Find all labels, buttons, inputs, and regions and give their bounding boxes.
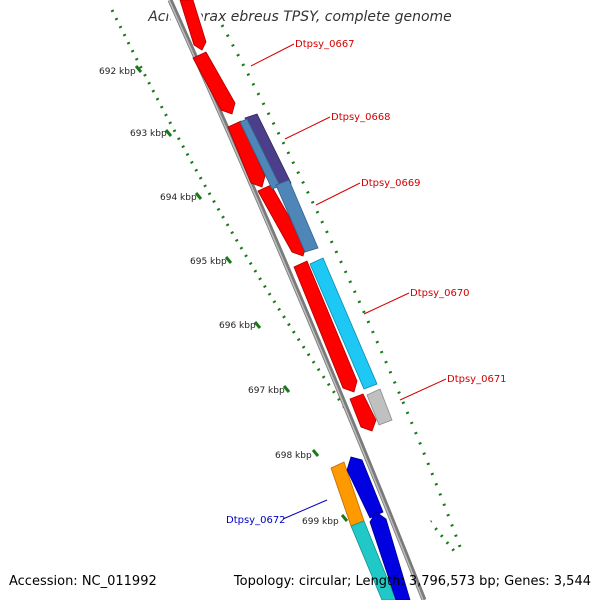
scale-label-698: 698 kbp: [275, 451, 312, 461]
genome-summary-text: Topology: circular; Length: 3,796,573 bp…: [233, 574, 591, 589]
gene-label-dtpsy-0667[interactable]: Dtpsy_0667: [295, 39, 355, 50]
gene-label-dtpsy-0672[interactable]: Dtpsy_0672: [226, 515, 286, 526]
scale-ticks: [134, 65, 349, 522]
gene-arrow-dtpsy-0667: [192, 51, 236, 115]
second-track-genes: [239, 113, 411, 600]
scale-label-695: 695 kbp: [190, 257, 227, 267]
genome-backbone: [167, 0, 427, 600]
outer-scale-track: [110, 9, 457, 553]
gene-label-dtpsy-0669[interactable]: Dtpsy_0669: [361, 178, 421, 189]
scale-label-694: 694 kbp: [160, 193, 197, 203]
gene-arrow-dtpsy-0666: [179, 0, 207, 51]
scale-label-697: 697 kbp: [248, 386, 285, 396]
accession-text: Accession: NC_011992: [9, 574, 157, 589]
scale-label-692: 692 kbp: [99, 67, 136, 77]
gene-block-steelblue-2: [275, 179, 319, 253]
gene-labels: Dtpsy_0667 Dtpsy_0668 Dtpsy_0669 Dtpsy_0…: [226, 39, 507, 526]
gene-label-dtpsy-0671[interactable]: Dtpsy_0671: [447, 374, 507, 385]
gene-arrow-navy-1: [346, 456, 384, 519]
forward-strand-genes: [179, 0, 397, 600]
gene-arrow-dtpsy-0671: [349, 393, 377, 432]
gene-arrow-navy-2: [369, 511, 411, 600]
gene-arrow-dtpsy-0668: [227, 120, 266, 188]
scale-labels: 692 kbp 693 kbp 694 kbp 695 kbp 696 kbp …: [99, 67, 339, 527]
scale-label-693: 693 kbp: [130, 129, 167, 139]
map-title: Acidovorax ebreus TPSY, complete genome: [148, 9, 452, 25]
scale-label-696: 696 kbp: [219, 321, 256, 331]
label-leaders: [250, 43, 447, 520]
gene-label-dtpsy-0668[interactable]: Dtpsy_0668: [331, 112, 391, 123]
gene-arrow-dtpsy-0670: [293, 260, 358, 393]
gene-arrow-teal: [350, 520, 397, 600]
scale-label-699: 699 kbp: [302, 517, 339, 527]
gene-block-cyan: [309, 257, 378, 390]
gene-block-grey: [366, 388, 393, 426]
gene-label-dtpsy-0670[interactable]: Dtpsy_0670: [410, 288, 470, 299]
